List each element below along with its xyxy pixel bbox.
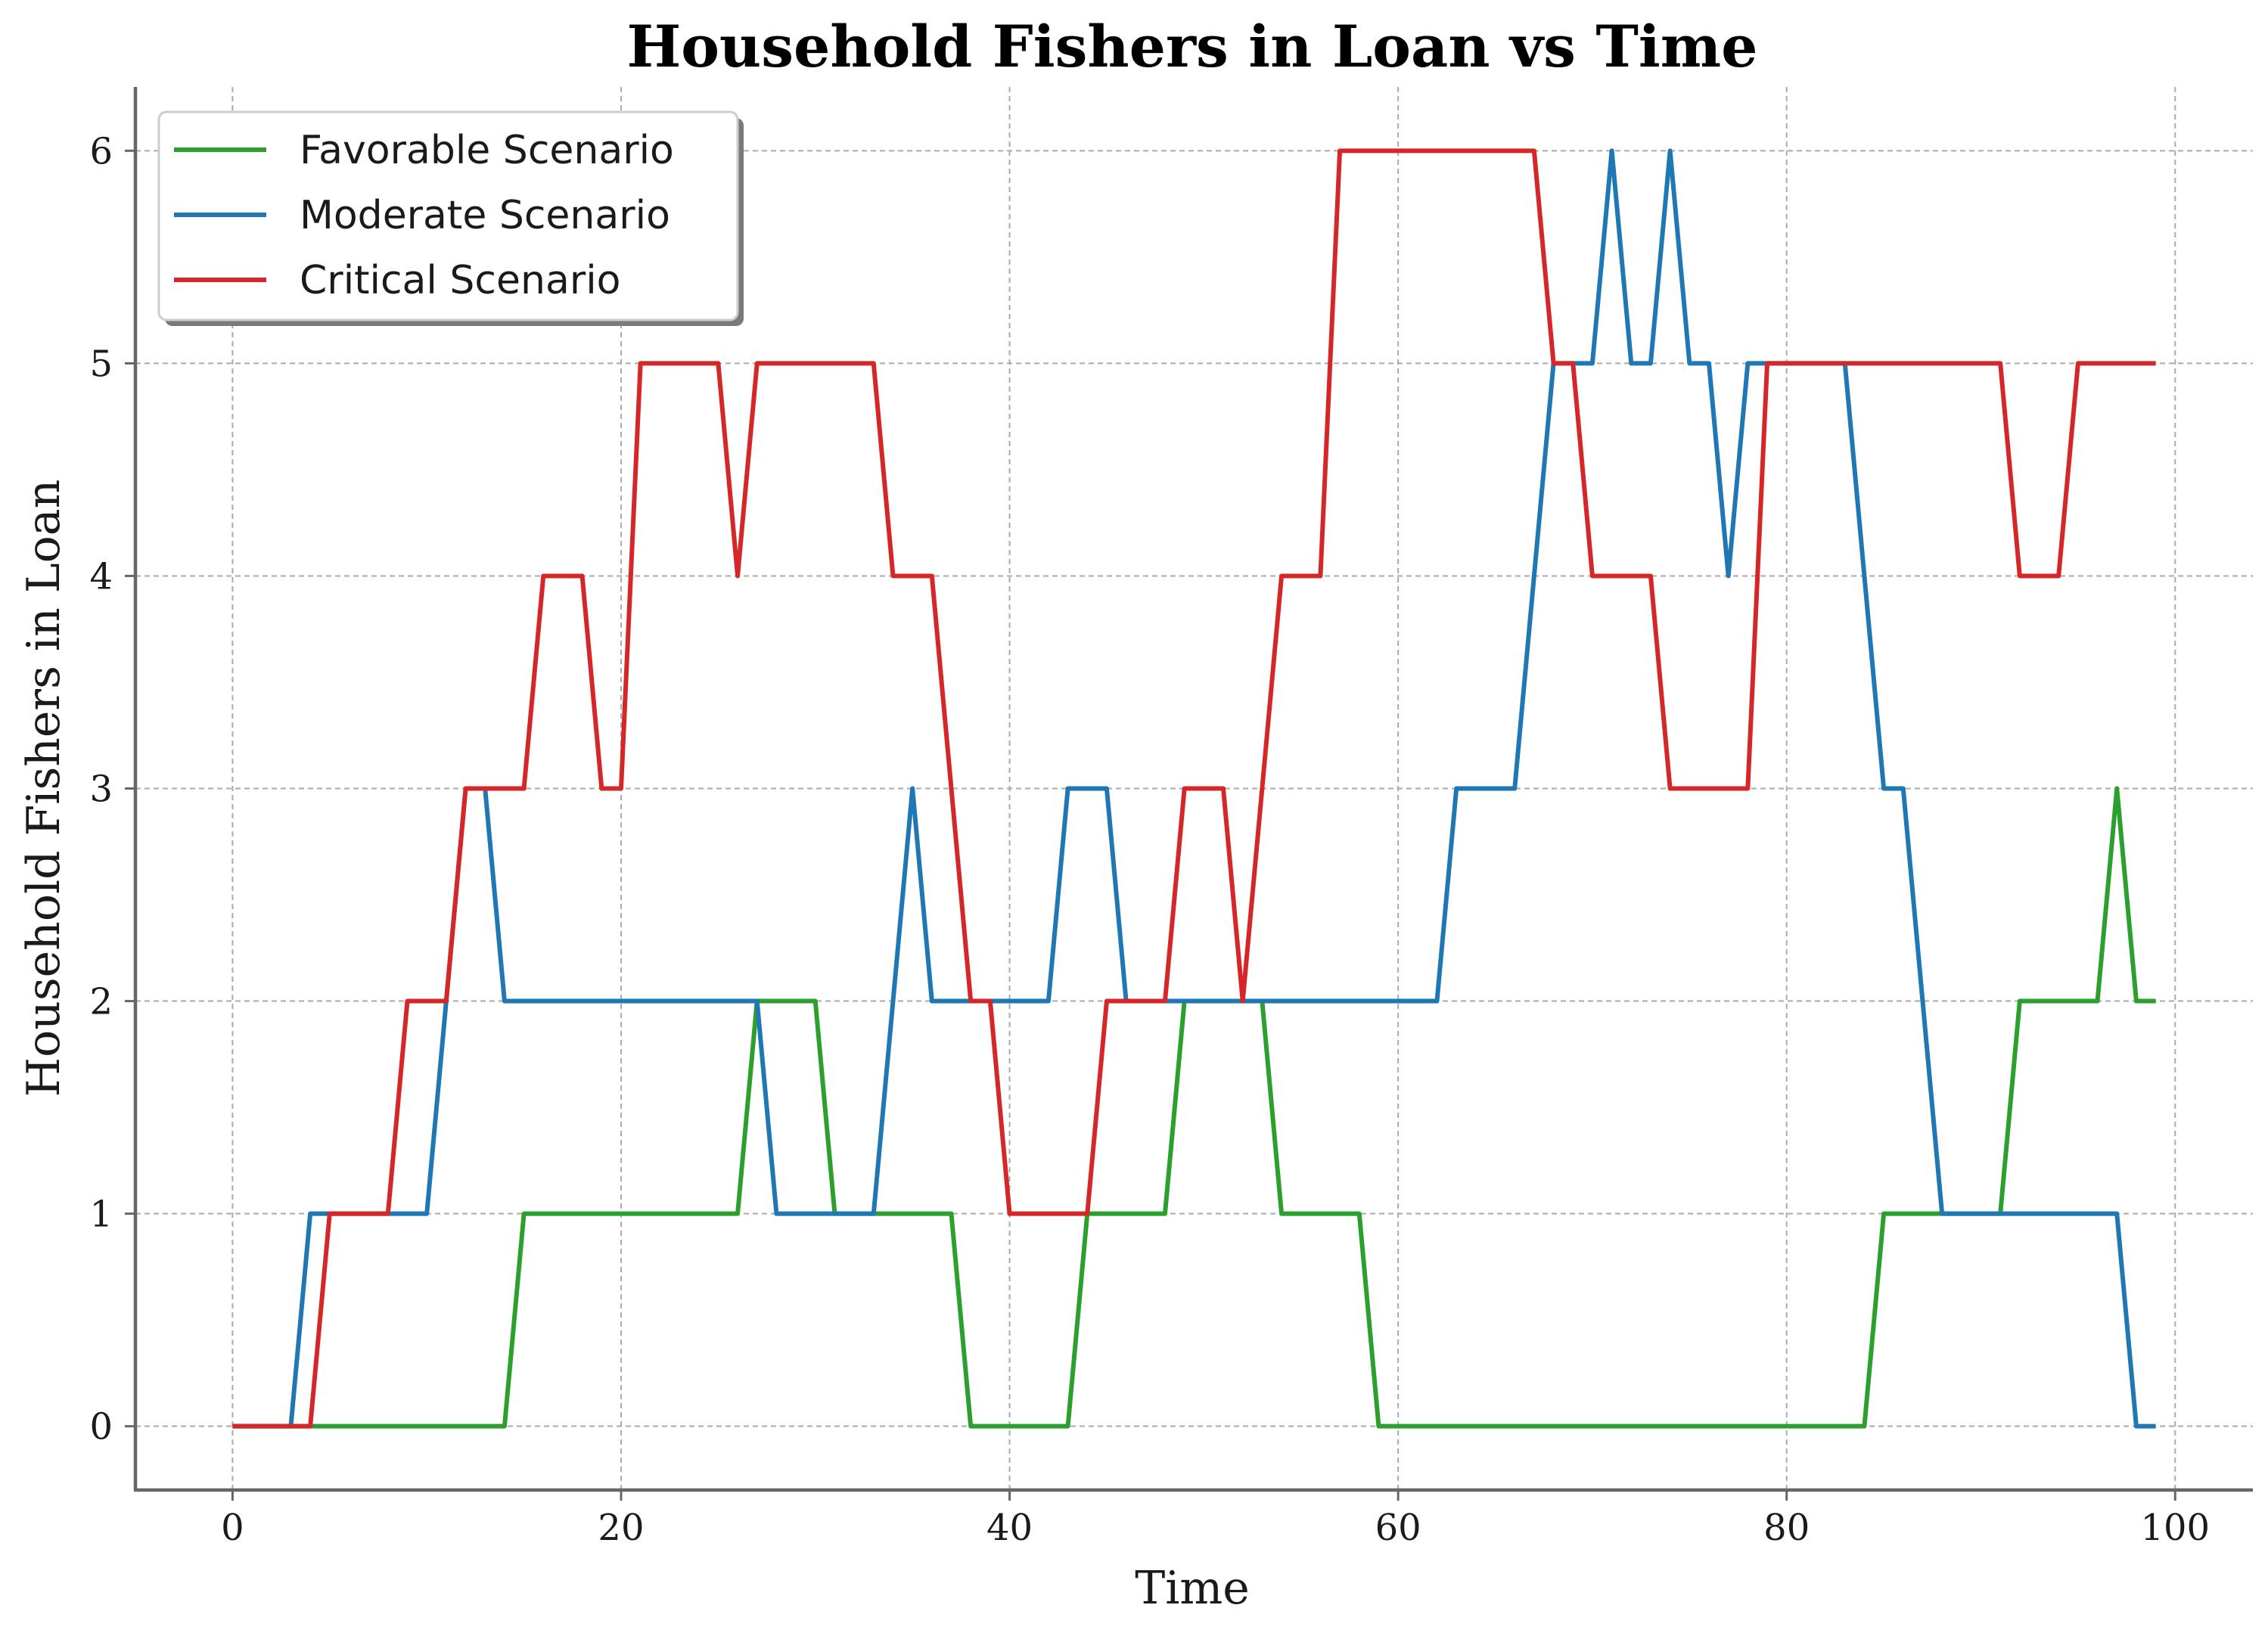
x-tick-label: 40 <box>986 1507 1033 1549</box>
legend-box <box>157 110 739 321</box>
x-axis-label: Time <box>1135 1562 1250 1615</box>
y-tick-label: 3 <box>89 768 113 811</box>
y-tick-label: 2 <box>89 981 113 1023</box>
x-tick-label: 100 <box>2140 1507 2210 1549</box>
legend-label-3: Critical Scenario <box>300 258 620 303</box>
y-tick-label: 4 <box>89 555 113 598</box>
x-tick-label: 80 <box>1763 1507 1810 1549</box>
y-tick-label: 6 <box>89 130 113 172</box>
series-line-3 <box>232 148 2156 1429</box>
y-axis-label: Household Fishers in Loan <box>17 480 70 1097</box>
legend: Favorable Scenario Moderate Scenario Criti… <box>157 110 744 326</box>
y-axis-ticks: 0 1 2 3 4 5 6 <box>89 130 135 1448</box>
x-axis-ticks: 0 20 40 60 80 100 <box>221 1490 2210 1549</box>
x-tick-label: 20 <box>598 1507 644 1549</box>
chart-title: Household Fishers in Loan vs Time <box>626 13 1757 80</box>
y-tick-label: 0 <box>89 1406 113 1448</box>
x-tick-label: 0 <box>221 1507 244 1549</box>
x-tick-label: 60 <box>1375 1507 1421 1549</box>
y-tick-label: 1 <box>89 1194 113 1236</box>
y-tick-label: 5 <box>89 343 113 385</box>
legend-label-2: Moderate Scenario <box>300 193 670 238</box>
series-lines <box>232 148 2156 1429</box>
legend-label-1: Favorable Scenario <box>300 128 674 173</box>
